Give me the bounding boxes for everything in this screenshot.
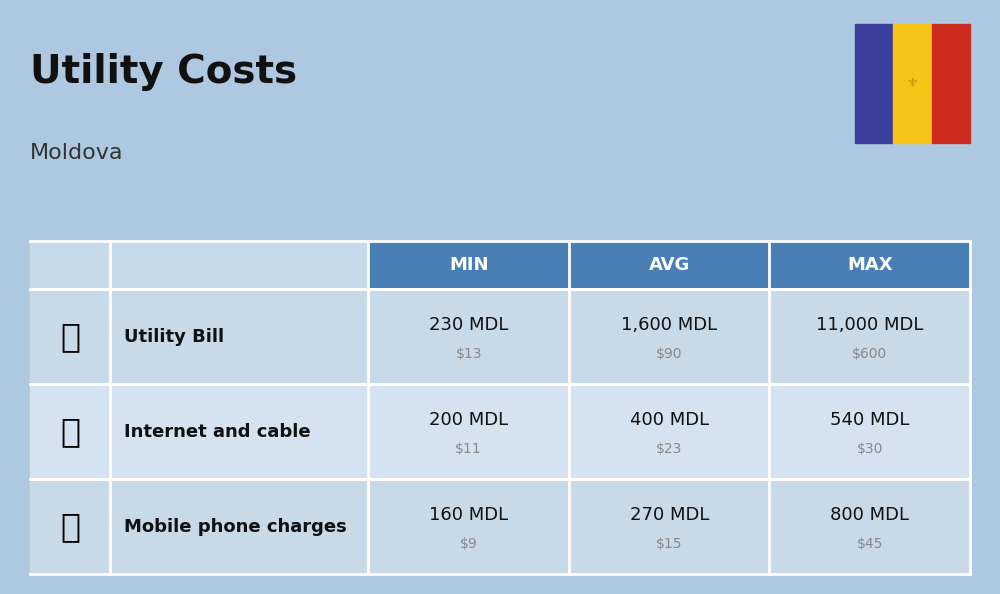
Text: 230 MDL: 230 MDL — [429, 317, 508, 334]
Text: $11: $11 — [455, 442, 482, 456]
Text: MAX: MAX — [847, 256, 893, 274]
Bar — [30, 479, 970, 574]
Bar — [30, 241, 110, 289]
Text: 🔧: 🔧 — [60, 320, 80, 353]
Text: MIN: MIN — [449, 256, 488, 274]
Text: 1,600 MDL: 1,600 MDL — [621, 317, 717, 334]
Bar — [855, 24, 893, 143]
Text: ⚜: ⚜ — [907, 77, 918, 90]
Text: 📱: 📱 — [60, 510, 80, 544]
Text: Utility Costs: Utility Costs — [30, 53, 297, 91]
Bar — [368, 241, 970, 289]
Bar — [932, 24, 970, 143]
Text: 200 MDL: 200 MDL — [429, 412, 508, 429]
Bar — [893, 24, 932, 143]
Text: $90: $90 — [656, 347, 682, 361]
Text: $30: $30 — [857, 442, 883, 456]
Text: Internet and cable: Internet and cable — [124, 423, 311, 441]
Text: 400 MDL: 400 MDL — [630, 412, 709, 429]
Bar — [30, 384, 970, 479]
Text: $13: $13 — [455, 347, 482, 361]
Text: 160 MDL: 160 MDL — [429, 507, 508, 525]
Text: 800 MDL: 800 MDL — [830, 507, 909, 525]
Text: 270 MDL: 270 MDL — [630, 507, 709, 525]
Text: 540 MDL: 540 MDL — [830, 412, 909, 429]
Text: 11,000 MDL: 11,000 MDL — [816, 317, 923, 334]
Text: $45: $45 — [857, 537, 883, 551]
Text: $23: $23 — [656, 442, 682, 456]
Text: $9: $9 — [460, 537, 478, 551]
Text: Mobile phone charges: Mobile phone charges — [124, 518, 347, 536]
Bar — [110, 241, 368, 289]
Text: $600: $600 — [852, 347, 887, 361]
Text: Utility Bill: Utility Bill — [124, 328, 224, 346]
Text: $15: $15 — [656, 537, 682, 551]
Text: AVG: AVG — [649, 256, 690, 274]
Text: Moldova: Moldova — [30, 143, 124, 163]
Bar — [30, 289, 970, 384]
Text: 📶: 📶 — [60, 415, 80, 448]
